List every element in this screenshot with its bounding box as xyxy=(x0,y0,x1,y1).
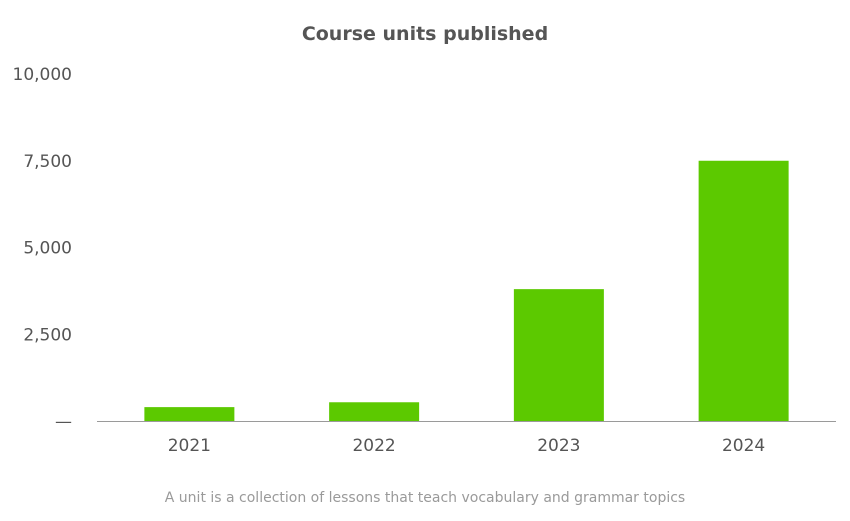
bar-2021 xyxy=(144,407,235,421)
chart-title: Course units published xyxy=(302,23,548,45)
chart-caption: A unit is a collection of lessons that t… xyxy=(165,490,685,506)
y-tick-label: 2,500 xyxy=(23,325,72,345)
x-tick-label: 2021 xyxy=(168,436,211,456)
y-tick-label: 5,000 xyxy=(23,239,72,259)
x-tick-label: 2024 xyxy=(722,436,765,456)
bar-2023 xyxy=(513,289,604,421)
y-tick-label: — xyxy=(55,412,72,432)
y-tick-label: 7,500 xyxy=(23,152,72,172)
bar-2024 xyxy=(698,160,789,421)
y-tick-label: 10,000 xyxy=(13,65,72,85)
x-tick-label: 2022 xyxy=(352,436,395,456)
x-tick-label: 2023 xyxy=(537,436,580,456)
bar-2022 xyxy=(329,402,420,421)
bars-group xyxy=(144,160,789,421)
x-axis-ticks: 2021 2022 2023 2024 xyxy=(168,436,766,456)
y-axis-ticks: — 2,500 5,000 7,500 10,000 xyxy=(13,65,72,432)
